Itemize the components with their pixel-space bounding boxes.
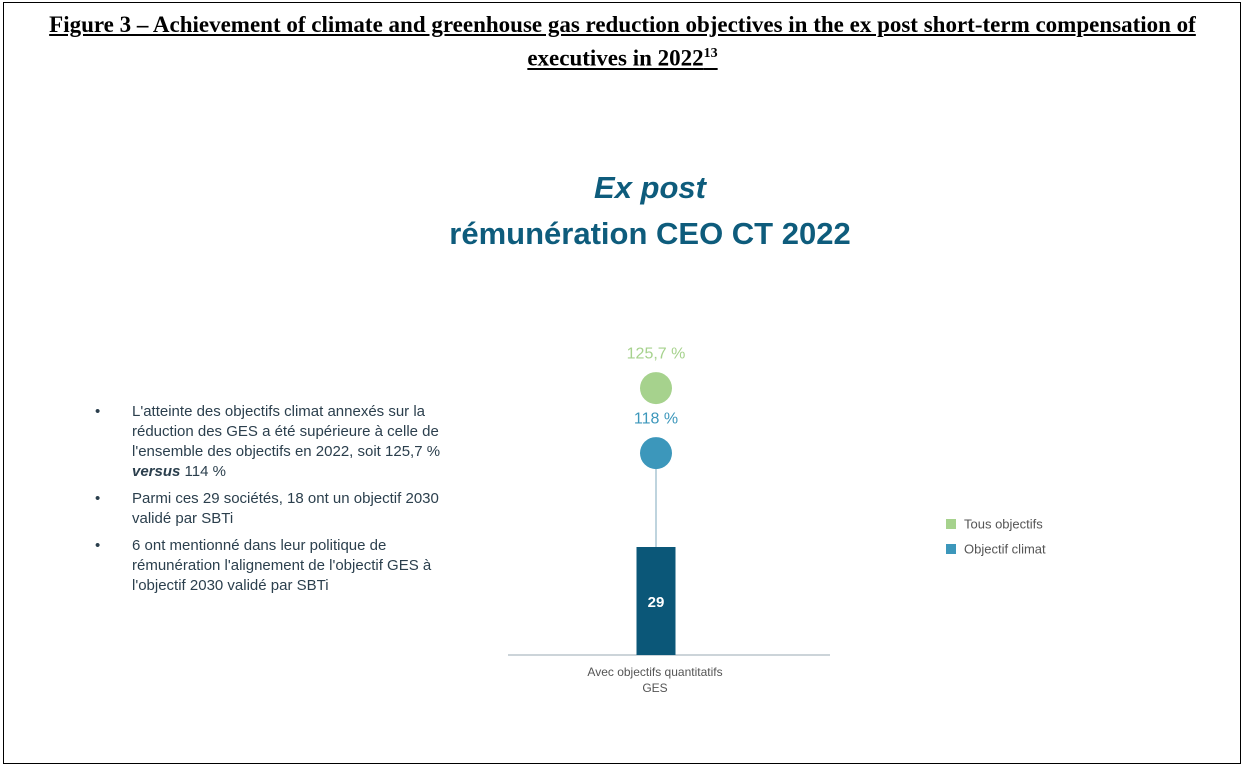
bullet-text: versus — [132, 463, 181, 480]
category-label: Avec objectifs quantitatifs GES — [587, 665, 723, 695]
dot — [640, 437, 672, 470]
chart-subtitle: rémunération CEO CT 2022 — [449, 216, 851, 251]
chart-title: Ex post — [594, 170, 706, 205]
legend-label: Objectif climat — [964, 541, 1046, 556]
dot-label: 125,7 % — [627, 345, 686, 362]
bullet-text: 6 ont mentionné dans leur politique de r… — [132, 537, 432, 594]
bullet-list: L'atteinte des objectifs climat annexés … — [95, 402, 445, 603]
bullet-text: L'atteinte des objectifs climat annexés … — [132, 403, 441, 460]
bullet: Parmi ces 29 sociétés, 18 ont un objecti… — [95, 489, 445, 529]
bullet: L'atteinte des objectifs climat annexés … — [95, 402, 445, 482]
bullet-text: Parmi ces 29 sociétés, 18 ont un objecti… — [132, 490, 439, 527]
legend-label: Tous objectifs — [964, 516, 1043, 531]
legend-swatch — [946, 544, 956, 554]
dot-label: 118 % — [634, 410, 678, 427]
dot — [640, 372, 672, 405]
footnote-ref: 13 — [703, 46, 718, 61]
bullet-text: 114 % — [180, 463, 226, 480]
bullet: 6 ont mentionné dans leur politique de r… — [95, 536, 445, 596]
bar-label: 29 — [648, 594, 665, 611]
figure-title: Figure 3 – Achievement of climate and gr… — [20, 10, 1225, 73]
legend-swatch — [946, 519, 956, 529]
figure-title-text: Figure 3 – Achievement of climate and gr… — [49, 12, 1196, 71]
bar — [636, 547, 676, 655]
